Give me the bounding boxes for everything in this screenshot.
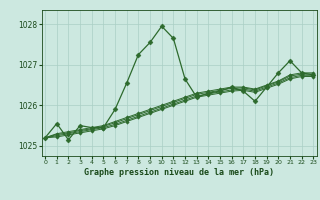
X-axis label: Graphe pression niveau de la mer (hPa): Graphe pression niveau de la mer (hPa) — [84, 168, 274, 177]
